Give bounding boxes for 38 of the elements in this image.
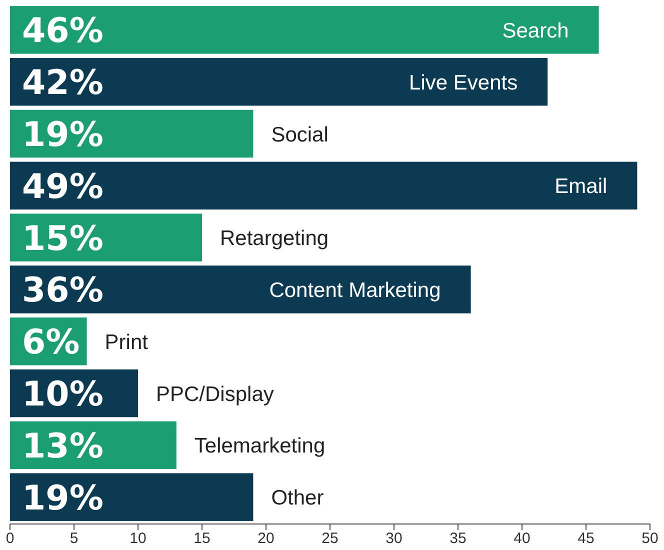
x-tick-label: 30	[386, 530, 402, 547]
x-tick-label: 45	[578, 530, 594, 547]
y-tick-label: Other	[271, 486, 324, 510]
data-label: 19%	[22, 114, 104, 155]
y-tick-label: Telemarketing	[194, 434, 326, 458]
y-tick-label: Content Marketing	[269, 279, 441, 302]
y-tick-label: Print	[104, 330, 148, 354]
bar	[10, 266, 471, 314]
x-tick-label: 10	[130, 530, 146, 547]
x-tick-label: 20	[258, 530, 274, 547]
y-tick-label: Live Events	[409, 71, 518, 94]
bar	[10, 473, 254, 521]
x-tick-label: 25	[322, 530, 338, 547]
data-label: 42%	[22, 63, 104, 104]
data-label: 13%	[22, 426, 104, 466]
y-tick-label: Email	[554, 175, 608, 198]
x-tick-label: 35	[450, 530, 466, 547]
data-label: 49%	[22, 166, 104, 207]
data-label: 15%	[22, 218, 104, 259]
x-tick-label: 0	[6, 530, 14, 547]
bar	[10, 214, 202, 262]
bar	[10, 6, 599, 54]
x-tick-label: 15	[194, 530, 210, 547]
bar	[10, 58, 548, 106]
data-label: 36%	[22, 270, 104, 311]
data-label: 10%	[22, 374, 104, 415]
bar	[10, 162, 638, 210]
data-label: 46%	[22, 11, 104, 52]
y-tick-label: PPC/Display	[156, 382, 274, 406]
y-tick-label: Social	[271, 123, 328, 146]
y-tick-label: Search	[502, 19, 569, 42]
data-label: 19%	[22, 478, 104, 518]
data-label: 6%	[22, 322, 80, 363]
x-tick-label: 50	[642, 530, 658, 547]
y-tick-label: Retargeting	[220, 227, 329, 250]
bar	[10, 110, 254, 158]
x-tick-label: 40	[514, 530, 530, 547]
x-tick-label: 5	[70, 530, 78, 547]
